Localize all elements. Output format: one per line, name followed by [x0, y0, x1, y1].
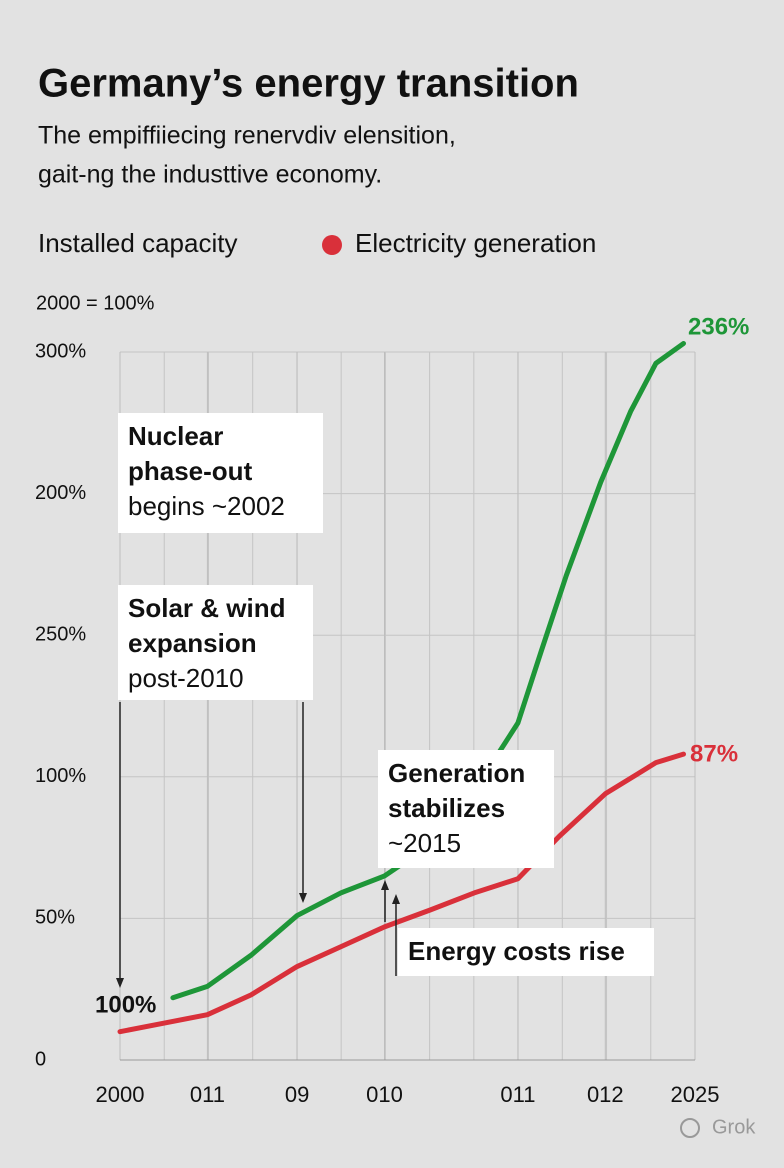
y-tick-label: 0 [35, 1048, 46, 1070]
annotation-text: ~2015 [388, 828, 461, 858]
x-tick-label: 09 [285, 1082, 309, 1107]
annotation-title: phase-out [128, 456, 253, 486]
annotation-title: Energy costs rise [408, 936, 625, 966]
annotation-title: stabilizes [388, 793, 505, 823]
watermark: Grok [712, 1116, 756, 1138]
chart-title: Germany’s energy transition [38, 62, 579, 106]
annotation-box [118, 413, 323, 533]
arrow-head [299, 893, 307, 903]
arrow-head [116, 978, 124, 988]
x-tick-label: 011 [190, 1082, 225, 1107]
annotation-box [398, 928, 654, 976]
annotation-box [378, 750, 554, 868]
watermark-icon [680, 1118, 700, 1138]
arrow-head [381, 880, 389, 890]
subtitle: The empiffiiecing renervdiv elensition, [38, 122, 456, 150]
annotation-text: begins ~2002 [128, 491, 285, 521]
y-tick-label: 200% [35, 482, 86, 504]
y-tick-label: 300% [35, 340, 86, 362]
annotation-text: post-2010 [128, 663, 244, 693]
x-tick-label: 2025 [671, 1082, 720, 1107]
annotation-box [118, 585, 313, 700]
subtitle: gait-ng the industtive economy. [38, 161, 382, 189]
y-tick-label: 50% [35, 907, 75, 929]
axis-note: 2000 = 100% [36, 292, 155, 314]
series-line [117, 751, 686, 1035]
y-tick-label: 100% [35, 765, 86, 787]
annotation-title: Generation [388, 758, 525, 788]
annotation-title: Nuclear [128, 421, 223, 451]
annotations: Nuclear phase-out begins ~2002 Solar & wind… [116, 413, 654, 988]
y-tick-label: 250% [35, 623, 86, 645]
annotation-title: Solar & wind [128, 593, 285, 623]
x-tick-label: 010 [366, 1082, 403, 1107]
annotation-title: expansion [128, 628, 257, 658]
end-label: 100% [95, 991, 156, 1018]
end-label: 236% [688, 313, 749, 340]
legend-marker [322, 235, 342, 255]
legend-label: Electricity generation [355, 228, 596, 258]
x-tick-label: 2000 [96, 1082, 145, 1107]
legend-label: Installed capacity [38, 228, 237, 258]
arrow-head [392, 894, 400, 904]
end-label: 87% [690, 740, 738, 767]
x-tick-label: 012 [587, 1082, 624, 1107]
x-tick-label: 011 [500, 1082, 535, 1107]
